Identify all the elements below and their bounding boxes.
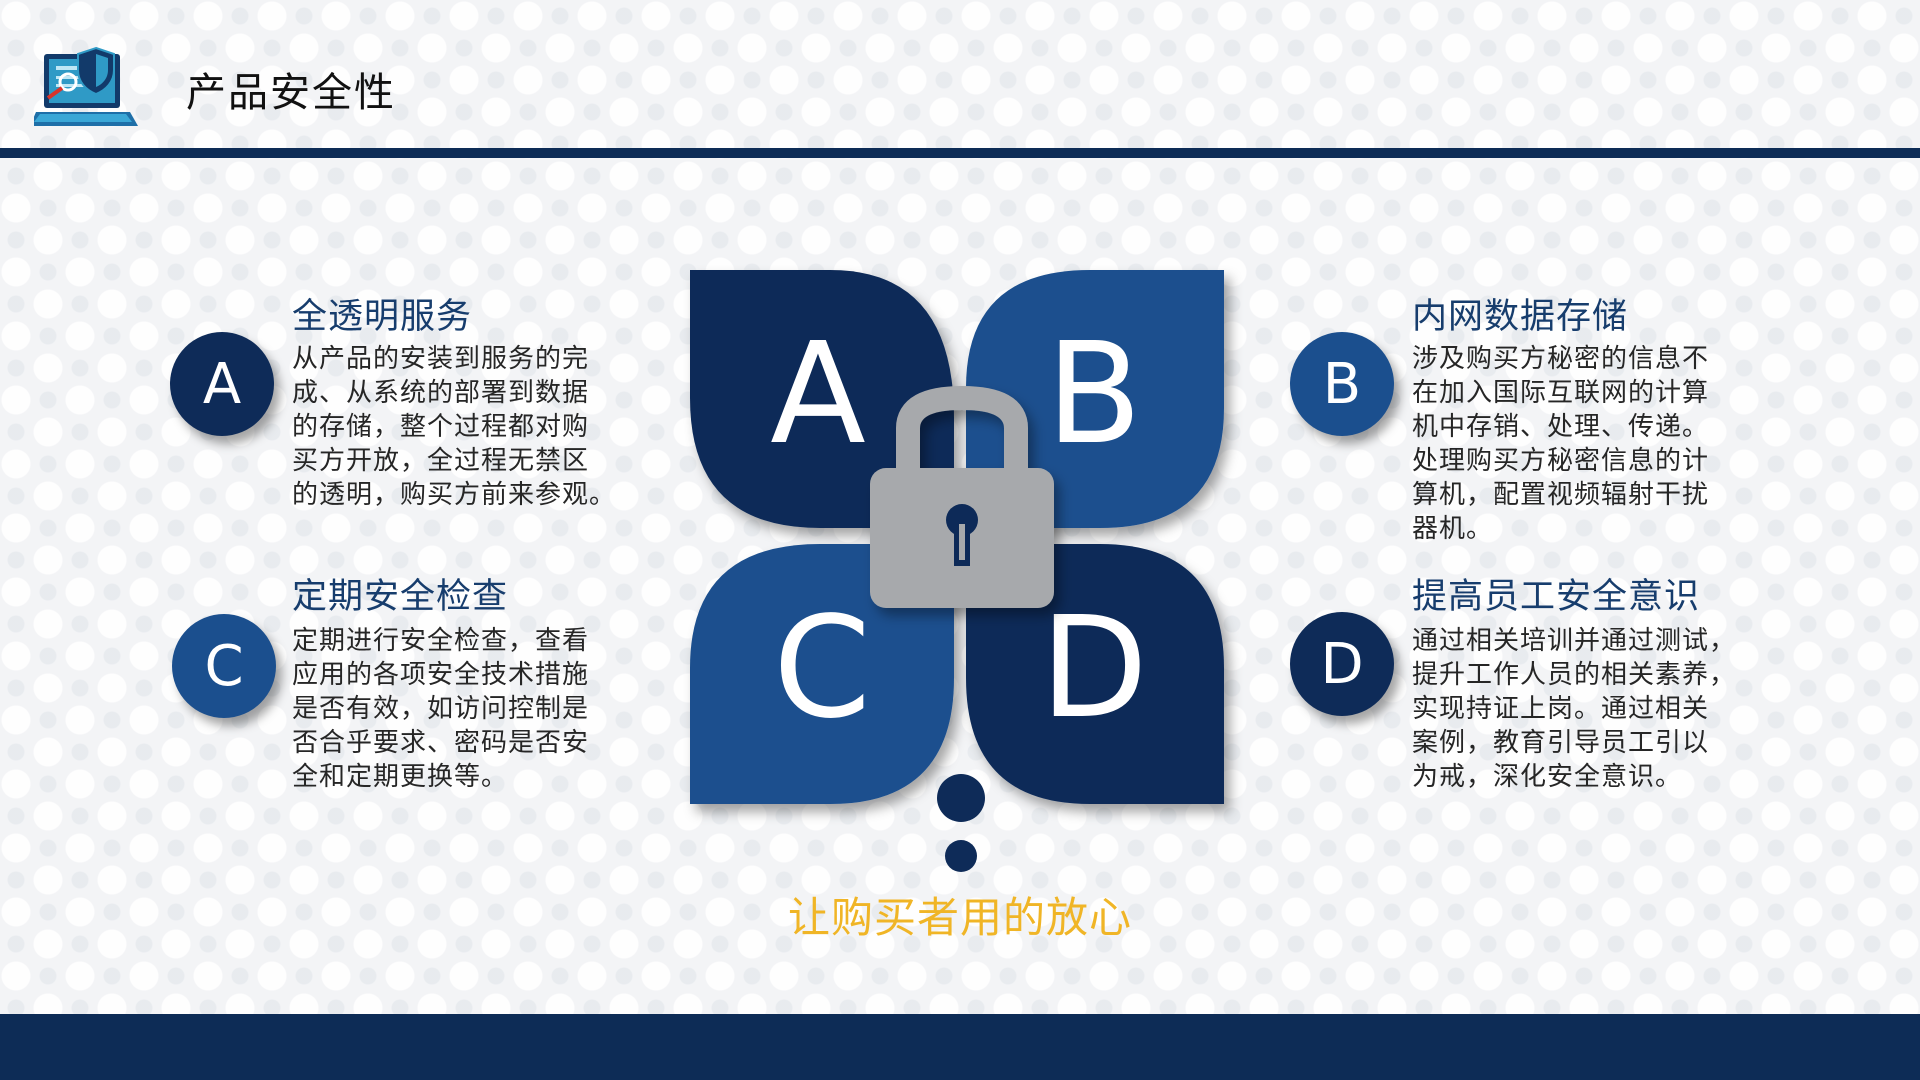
section-b-line: 算机，配置视频辐射干扰 [1412, 480, 1710, 510]
petal-c [690, 544, 954, 804]
padlock-icon [870, 385, 1054, 608]
badge-d-letter: D [1320, 631, 1364, 697]
section-a-line: 的透明，购买方前来参观。 [292, 480, 617, 510]
slide-header: 产品安全性 [0, 0, 1920, 158]
laptop-shield-icon [30, 46, 142, 134]
section-d-line: 案例，教育引导员工引以 [1412, 728, 1710, 758]
badge-c: C [172, 614, 276, 718]
section-c-line: 定期进行安全检查，查看 [292, 626, 590, 656]
tagline: 让购买者用的放心 [787, 893, 1132, 942]
section-c-line: 应用的各项安全技术措施 [292, 660, 590, 690]
petal-a [690, 270, 954, 528]
badge-d: D [1290, 612, 1394, 716]
section-b-line: 涉及购买方秘密的信息不 [1412, 344, 1710, 374]
petal-a-letter: A [770, 313, 866, 476]
petal-b [966, 270, 1224, 528]
section-a-title: 全透明服务 [292, 297, 473, 337]
section-c-line: 全和定期更换等。 [292, 762, 509, 792]
badge-a-letter: A [202, 351, 242, 417]
section-d-body: 通过相关培训并通过测试， 提升工作人员的相关素养， 实现持证上岗。通过相关 案例… [1412, 624, 1736, 794]
section-c-title: 定期安全检查 [292, 577, 509, 617]
section-d-title: 提高员工安全意识 [1412, 577, 1701, 617]
section-b-line: 机中存销、处理、传递。 [1412, 412, 1710, 442]
section-c-line: 是否有效，如访问控制是 [292, 694, 590, 724]
section-b-line: 器机。 [1412, 514, 1494, 544]
section-c-body: 定期进行安全检查，查看 应用的各项安全技术措施 是否有效，如访问控制是 否合乎要… [292, 624, 589, 794]
badge-a: A [170, 332, 274, 436]
connector-dot-small [945, 840, 977, 872]
section-a-line: 的存储，整个过程都对购 [292, 412, 590, 442]
section-d-line: 为戒，深化安全意识。 [1412, 762, 1683, 792]
header-divider [0, 148, 1920, 158]
badge-b: B [1290, 332, 1394, 436]
section-d-line: 通过相关培训并通过测试， [1412, 626, 1737, 656]
footer-band [0, 1014, 1920, 1080]
section-d-line: 实现持证上岗。通过相关 [1412, 694, 1710, 724]
petal-c-letter: C [773, 587, 871, 750]
section-b-line: 在加入国际互联网的计算 [1412, 378, 1710, 408]
section-b-title: 内网数据存储 [1412, 297, 1629, 337]
abcd-lock-diagram: A B C D [690, 268, 1238, 872]
petal-d-letter: D [1040, 587, 1148, 750]
connector-dot-large [937, 774, 985, 822]
section-c-line: 否合乎要求、密码是否安 [292, 728, 590, 758]
petal-b-letter: B [1046, 313, 1142, 476]
section-b-body: 涉及购买方秘密的信息不 在加入国际互联网的计算 机中存销、处理、传递。 处理购买… [1412, 342, 1709, 546]
section-b-line: 处理购买方秘密信息的计 [1412, 446, 1710, 476]
badge-b-letter: B [1322, 351, 1362, 417]
badge-c-letter: C [204, 633, 244, 699]
section-d-line: 提升工作人员的相关素养， [1412, 660, 1737, 690]
page-title: 产品安全性 [186, 70, 396, 116]
section-a-line: 从产品的安装到服务的完 [292, 344, 590, 374]
section-a-line: 买方开放，全过程无禁区 [292, 446, 590, 476]
section-a-body: 从产品的安装到服务的完 成、从系统的部署到数据 的存储，整个过程都对购 买方开放… [292, 342, 616, 512]
section-a-line: 成、从系统的部署到数据 [292, 378, 590, 408]
petal-d [966, 544, 1224, 804]
